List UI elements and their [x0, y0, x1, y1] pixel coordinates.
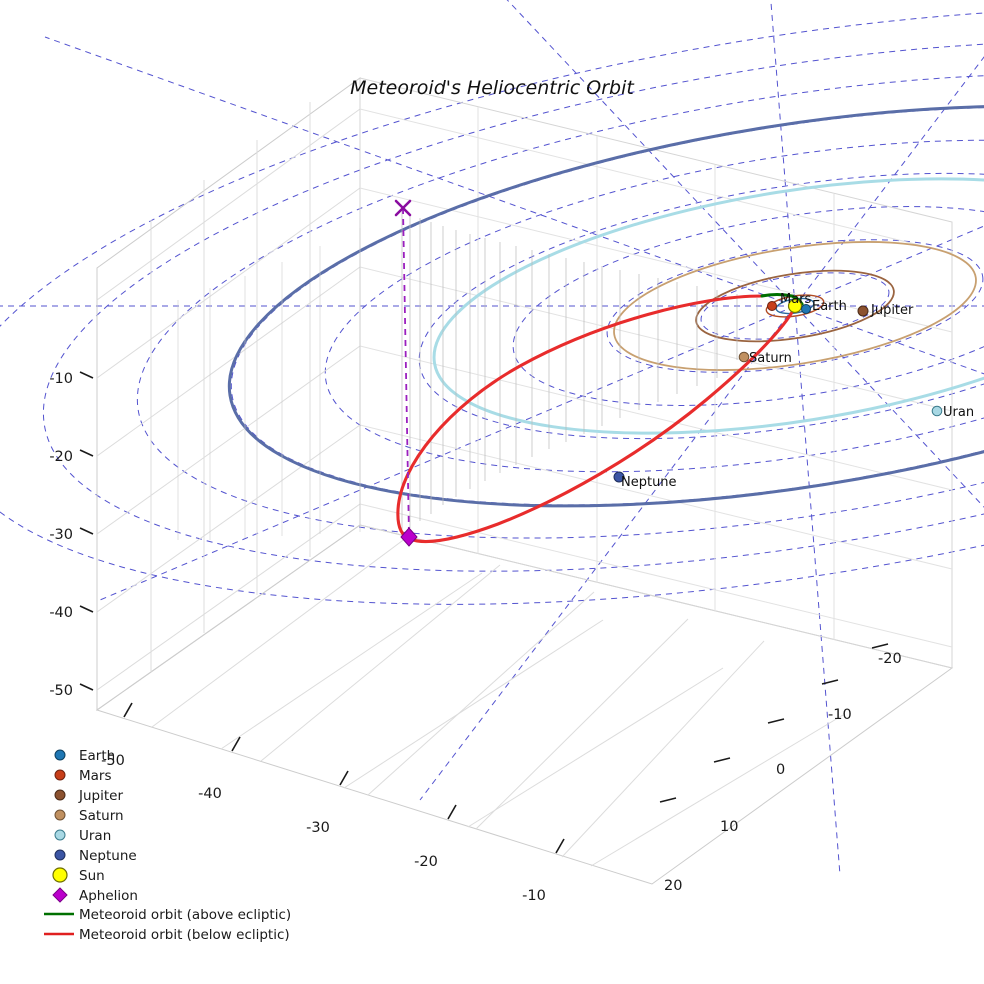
- z-tick-label-0: -10: [49, 371, 73, 387]
- orbit-saturn: [613, 241, 977, 371]
- legend-item-neptune[interactable]: Neptune: [54, 848, 137, 864]
- z-tick-label-3: -40: [49, 605, 73, 621]
- marker-earth: [801, 304, 811, 314]
- legend-marker-uran-icon: [54, 829, 66, 841]
- legend-item-saturn[interactable]: Saturn: [54, 808, 124, 824]
- legend-marker-neptune-icon: [54, 849, 66, 861]
- back-wall-pane-grid: [359, 77, 953, 669]
- legend-item-earth[interactable]: Earth: [54, 748, 115, 764]
- x-tick-label-3: -20: [414, 854, 438, 870]
- planet-label-saturn: Saturn: [749, 351, 792, 366]
- planet-label-jupiter: Jupiter: [870, 303, 914, 318]
- legend-label-saturn: Saturn: [79, 808, 124, 824]
- marker-sun: [787, 298, 803, 314]
- planet-label-mars: Mars: [780, 292, 812, 307]
- legend: Earth Mars Jupiter Saturn: [44, 748, 291, 943]
- y-tick-label-2: 0: [776, 762, 785, 778]
- legend-item-aphelion[interactable]: Aphelion: [52, 887, 138, 904]
- planet-orbits: [227, 104, 984, 508]
- marker-jupiter: [857, 305, 869, 317]
- y-tick-label-4: 20: [664, 878, 682, 894]
- orbit-projection-droplines-left: [177, 228, 361, 540]
- legend-label-neptune: Neptune: [79, 848, 137, 864]
- axes-3d-box: [95, 77, 954, 885]
- aphelion-projection-x-marker: [394, 199, 412, 217]
- legend-marker-jupiter-icon: [54, 789, 66, 801]
- marker-neptune: [613, 471, 625, 483]
- legend-item-sun[interactable]: Sun: [52, 867, 105, 884]
- x-axis-ticks: [123, 702, 565, 854]
- page-title: Meteoroid's Heliocentric Orbit: [350, 77, 635, 99]
- floor-pane-grid: [95, 524, 954, 885]
- orbit-neptune: [227, 104, 984, 508]
- legend-marker-sun-icon: [52, 867, 68, 883]
- marker-uranus: [931, 405, 943, 417]
- y-axis-ticks: [659, 643, 889, 803]
- ecliptic-reference-grid: [0, 0, 984, 876]
- legend-label-orbit-below-ecliptic: Meteoroid orbit (below ecliptic): [79, 927, 290, 943]
- y-tick-label-0: -20: [878, 651, 902, 667]
- marker-mars: [767, 301, 777, 311]
- z-tick-label-2: -30: [49, 527, 73, 543]
- legend-label-mars: Mars: [79, 768, 112, 784]
- x-tick-label-2: -30: [306, 820, 330, 836]
- body-markers: [613, 298, 943, 483]
- x-tick-label-4: -10: [522, 888, 546, 904]
- legend-item-orbit-above-ecliptic[interactable]: Meteoroid orbit (above ecliptic): [44, 907, 291, 923]
- z-tick-label-1: -20: [49, 449, 73, 465]
- legend-marker-mars-icon: [54, 769, 66, 781]
- planet-label-neptune: Neptune: [621, 475, 677, 490]
- planet-label-uran: Uran: [943, 405, 974, 420]
- z-tick-label-4: -50: [49, 683, 73, 699]
- axis-tick-marks: [79, 371, 889, 854]
- legend-label-orbit-above-ecliptic: Meteoroid orbit (above ecliptic): [79, 907, 291, 923]
- z-axis-ticks: [79, 371, 94, 691]
- legend-marker-saturn-icon: [54, 809, 66, 821]
- legend-item-mars[interactable]: Mars: [54, 768, 112, 784]
- legend-label-earth: Earth: [79, 748, 115, 764]
- planet-label-earth: Earth: [812, 299, 847, 314]
- legend-marker-aphelion-icon: [52, 887, 68, 903]
- legend-marker-earth-icon: [54, 749, 66, 761]
- aphelion-diamond-marker: [400, 527, 418, 547]
- marker-saturn: [738, 351, 750, 363]
- orbit-projection-droplines: [401, 207, 758, 536]
- x-tick-label-0: -50: [101, 753, 125, 769]
- legend-label-sun: Sun: [79, 868, 105, 884]
- y-tick-label-3: 10: [720, 819, 738, 835]
- y-tick-label-1: -10: [828, 707, 852, 723]
- orbit-uranus: [432, 177, 984, 435]
- legend-item-jupiter[interactable]: Jupiter: [54, 788, 123, 804]
- legend-item-uran[interactable]: Uran: [54, 828, 111, 844]
- legend-item-orbit-below-ecliptic[interactable]: Meteoroid orbit (below ecliptic): [44, 927, 290, 943]
- x-tick-label-1: -40: [198, 786, 222, 802]
- orbit-jupiter: [695, 269, 895, 343]
- legend-label-uran: Uran: [79, 828, 111, 844]
- legend-label-aphelion: Aphelion: [79, 888, 138, 904]
- legend-label-jupiter: Jupiter: [78, 788, 123, 804]
